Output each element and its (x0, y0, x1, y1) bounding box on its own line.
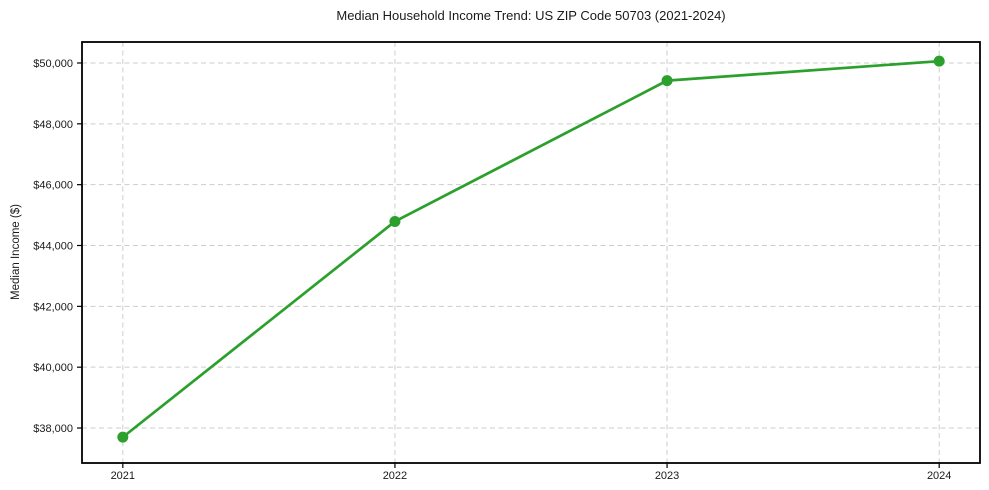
data-point-2022 (389, 215, 401, 227)
y-tick-label: $48,000 (33, 119, 73, 131)
income-trend-line (121, 59, 941, 439)
data-point-2024 (933, 55, 945, 67)
x-tick-label: 2021 (111, 470, 135, 482)
y-tick-label: $40,000 (33, 362, 73, 374)
plot-border (81, 41, 981, 464)
y-tick-label: $42,000 (33, 301, 73, 313)
x-tick-label: 2022 (383, 470, 407, 482)
y-tick-label: $50,000 (33, 58, 73, 70)
chart-title: Median Household Income Trend: US ZIP Co… (336, 8, 726, 23)
x-tick-label: 2024 (927, 470, 951, 482)
data-point-2023 (661, 75, 673, 87)
y-tick-label: $46,000 (33, 180, 73, 192)
y-tick-label: $38,000 (33, 423, 73, 435)
y-tick-label: $44,000 (33, 241, 73, 253)
data-point-2021 (117, 431, 129, 443)
x-tick-label: 2023 (655, 470, 679, 482)
